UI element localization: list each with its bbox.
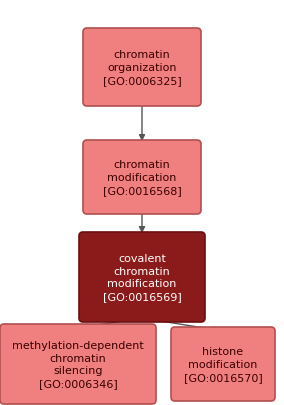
FancyBboxPatch shape — [79, 232, 205, 322]
Text: chromatin
organization
[GO:0006325]: chromatin organization [GO:0006325] — [103, 50, 181, 85]
Text: methylation-dependent
chromatin
silencing
[GO:0006346]: methylation-dependent chromatin silencin… — [12, 340, 144, 388]
Text: covalent
chromatin
modification
[GO:0016569]: covalent chromatin modification [GO:0016… — [103, 253, 181, 301]
FancyBboxPatch shape — [0, 324, 156, 404]
FancyBboxPatch shape — [171, 327, 275, 401]
FancyBboxPatch shape — [83, 141, 201, 215]
Text: histone
modification
[GO:0016570]: histone modification [GO:0016570] — [184, 346, 262, 382]
FancyBboxPatch shape — [83, 29, 201, 107]
Text: chromatin
modification
[GO:0016568]: chromatin modification [GO:0016568] — [103, 160, 181, 195]
